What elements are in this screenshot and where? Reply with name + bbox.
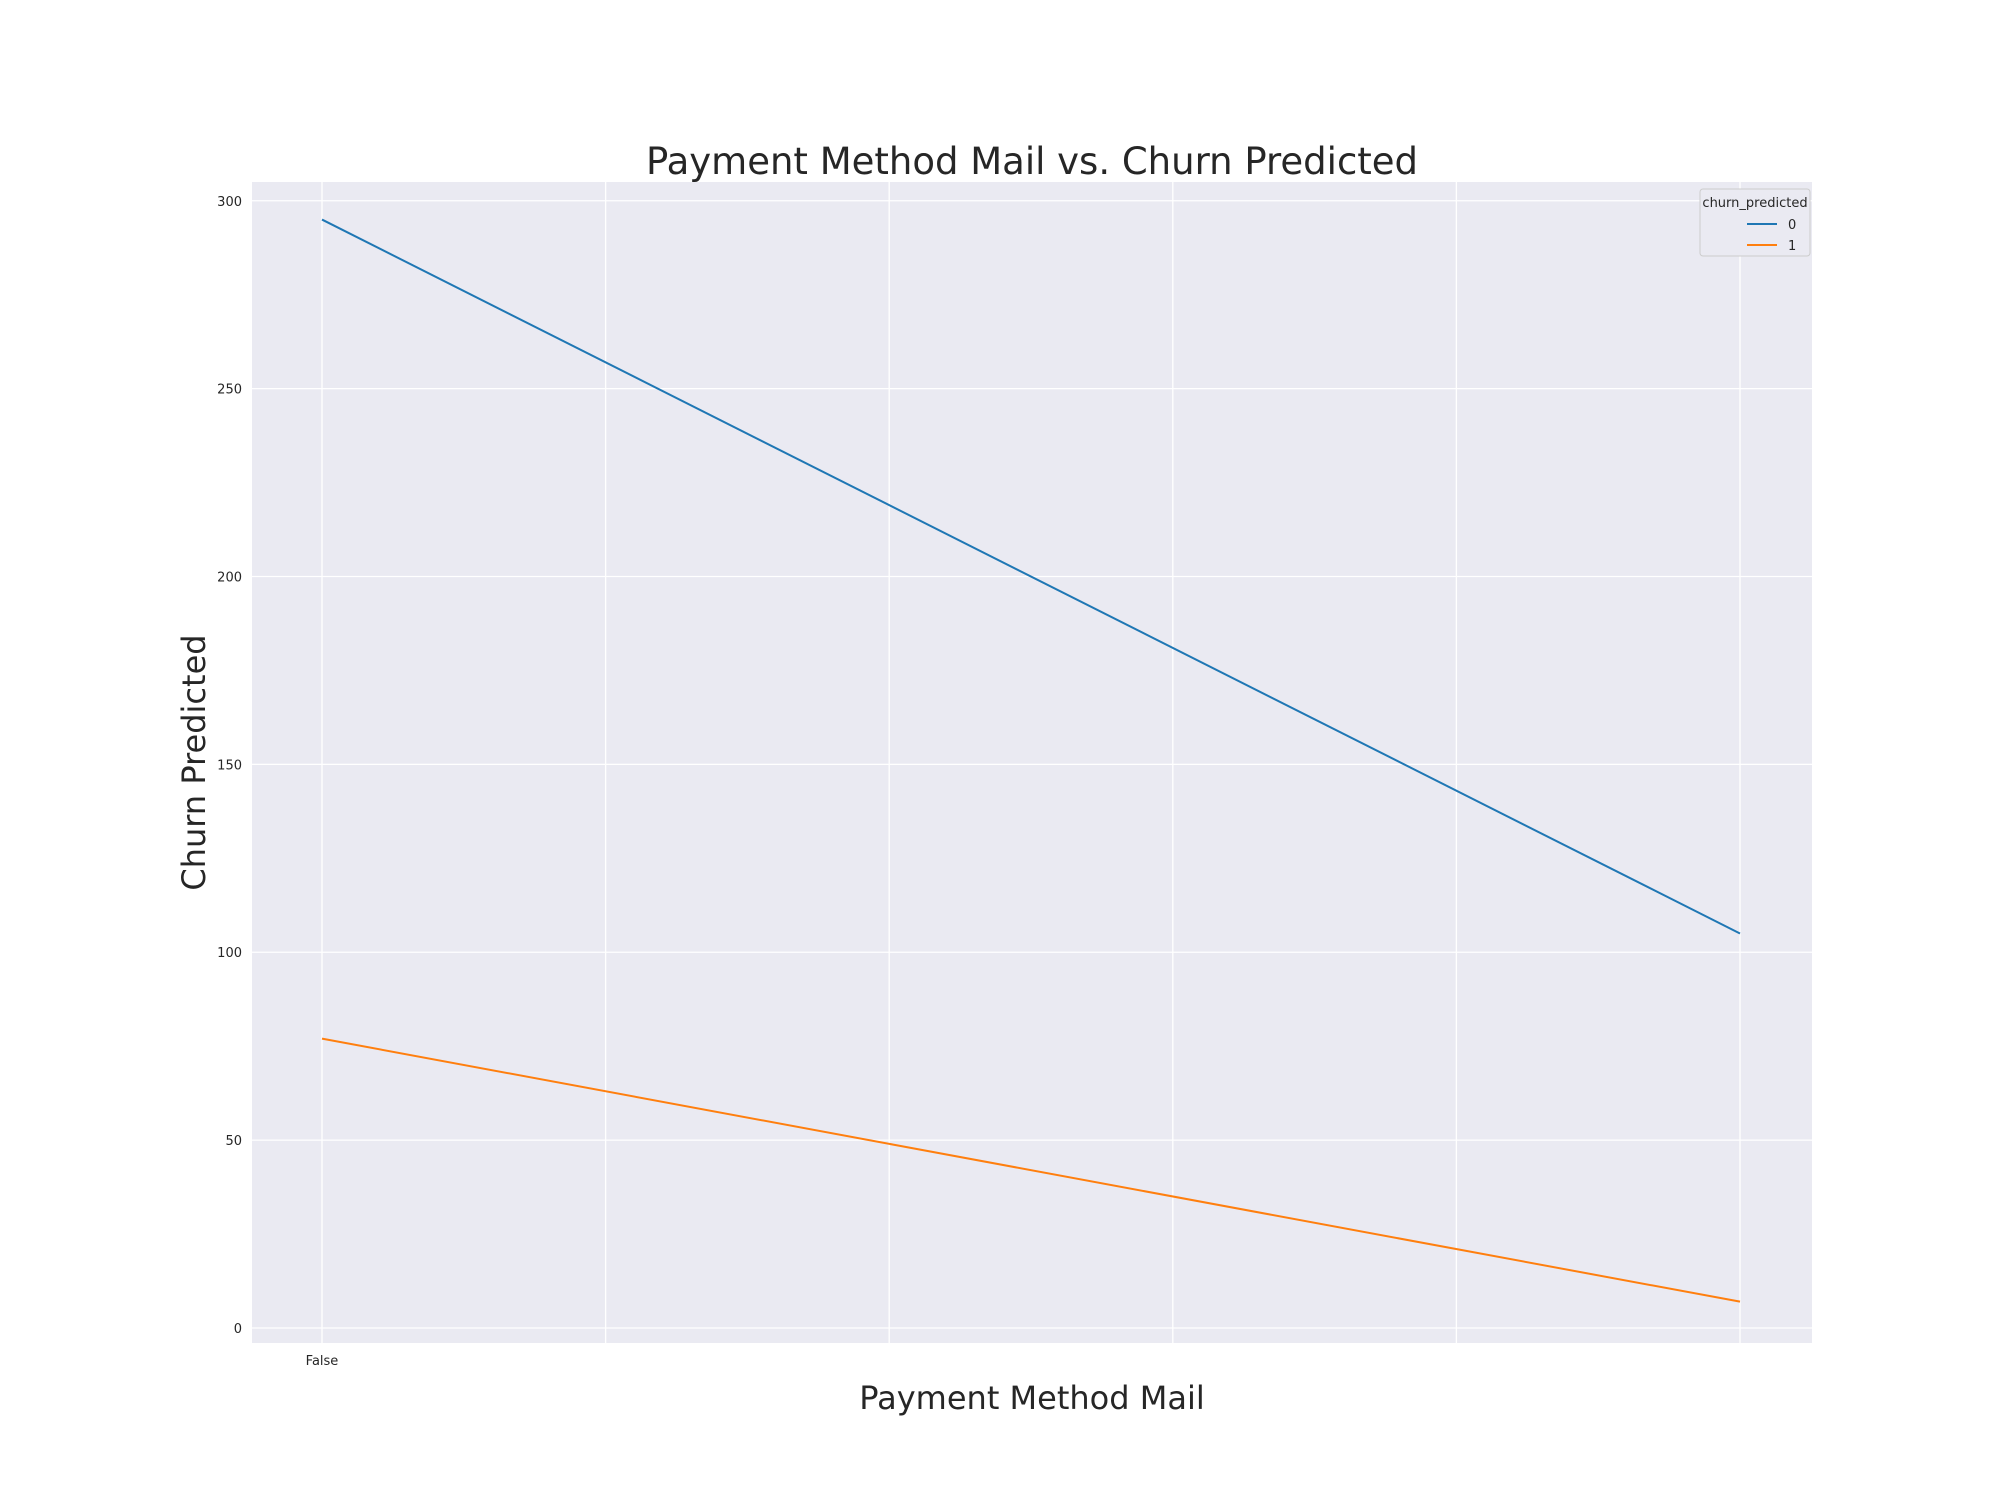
plot-area — [252, 182, 1812, 1343]
y-tick-label-1: 50 — [225, 1134, 242, 1149]
chart-title: Payment Method Mail vs. Churn Predicted — [646, 140, 1418, 183]
series-lines — [321, 218, 1741, 1303]
y-tick-label-5: 250 — [217, 383, 242, 398]
legend-box — [1699, 188, 1811, 257]
y-tick-label-2: 100 — [217, 946, 242, 961]
series-line-1 — [321, 1037, 1741, 1303]
x-axis-label: Payment Method Mail — [859, 1379, 1204, 1417]
y-tick-label-6: 300 — [217, 195, 242, 210]
legend-label-0: 0 — [1788, 218, 1796, 233]
legend-title: churn_predicted — [1702, 196, 1807, 211]
legend-label-1: 1 — [1788, 239, 1796, 254]
y-tick-label-3: 150 — [217, 758, 242, 773]
y-axis-label: Churn Predicted — [175, 634, 213, 890]
series-line-0 — [321, 218, 1741, 935]
y-tick-label-4: 200 — [217, 571, 242, 586]
x-axis-ticks: False — [306, 1354, 339, 1369]
y-tick-label-0: 0 — [234, 1322, 242, 1337]
legend: churn_predicted 0 1 — [1699, 188, 1811, 257]
y-axis-ticks: 0 50 100 150 200 250 300 — [217, 195, 242, 1337]
x-tick-label-0: False — [306, 1354, 339, 1369]
